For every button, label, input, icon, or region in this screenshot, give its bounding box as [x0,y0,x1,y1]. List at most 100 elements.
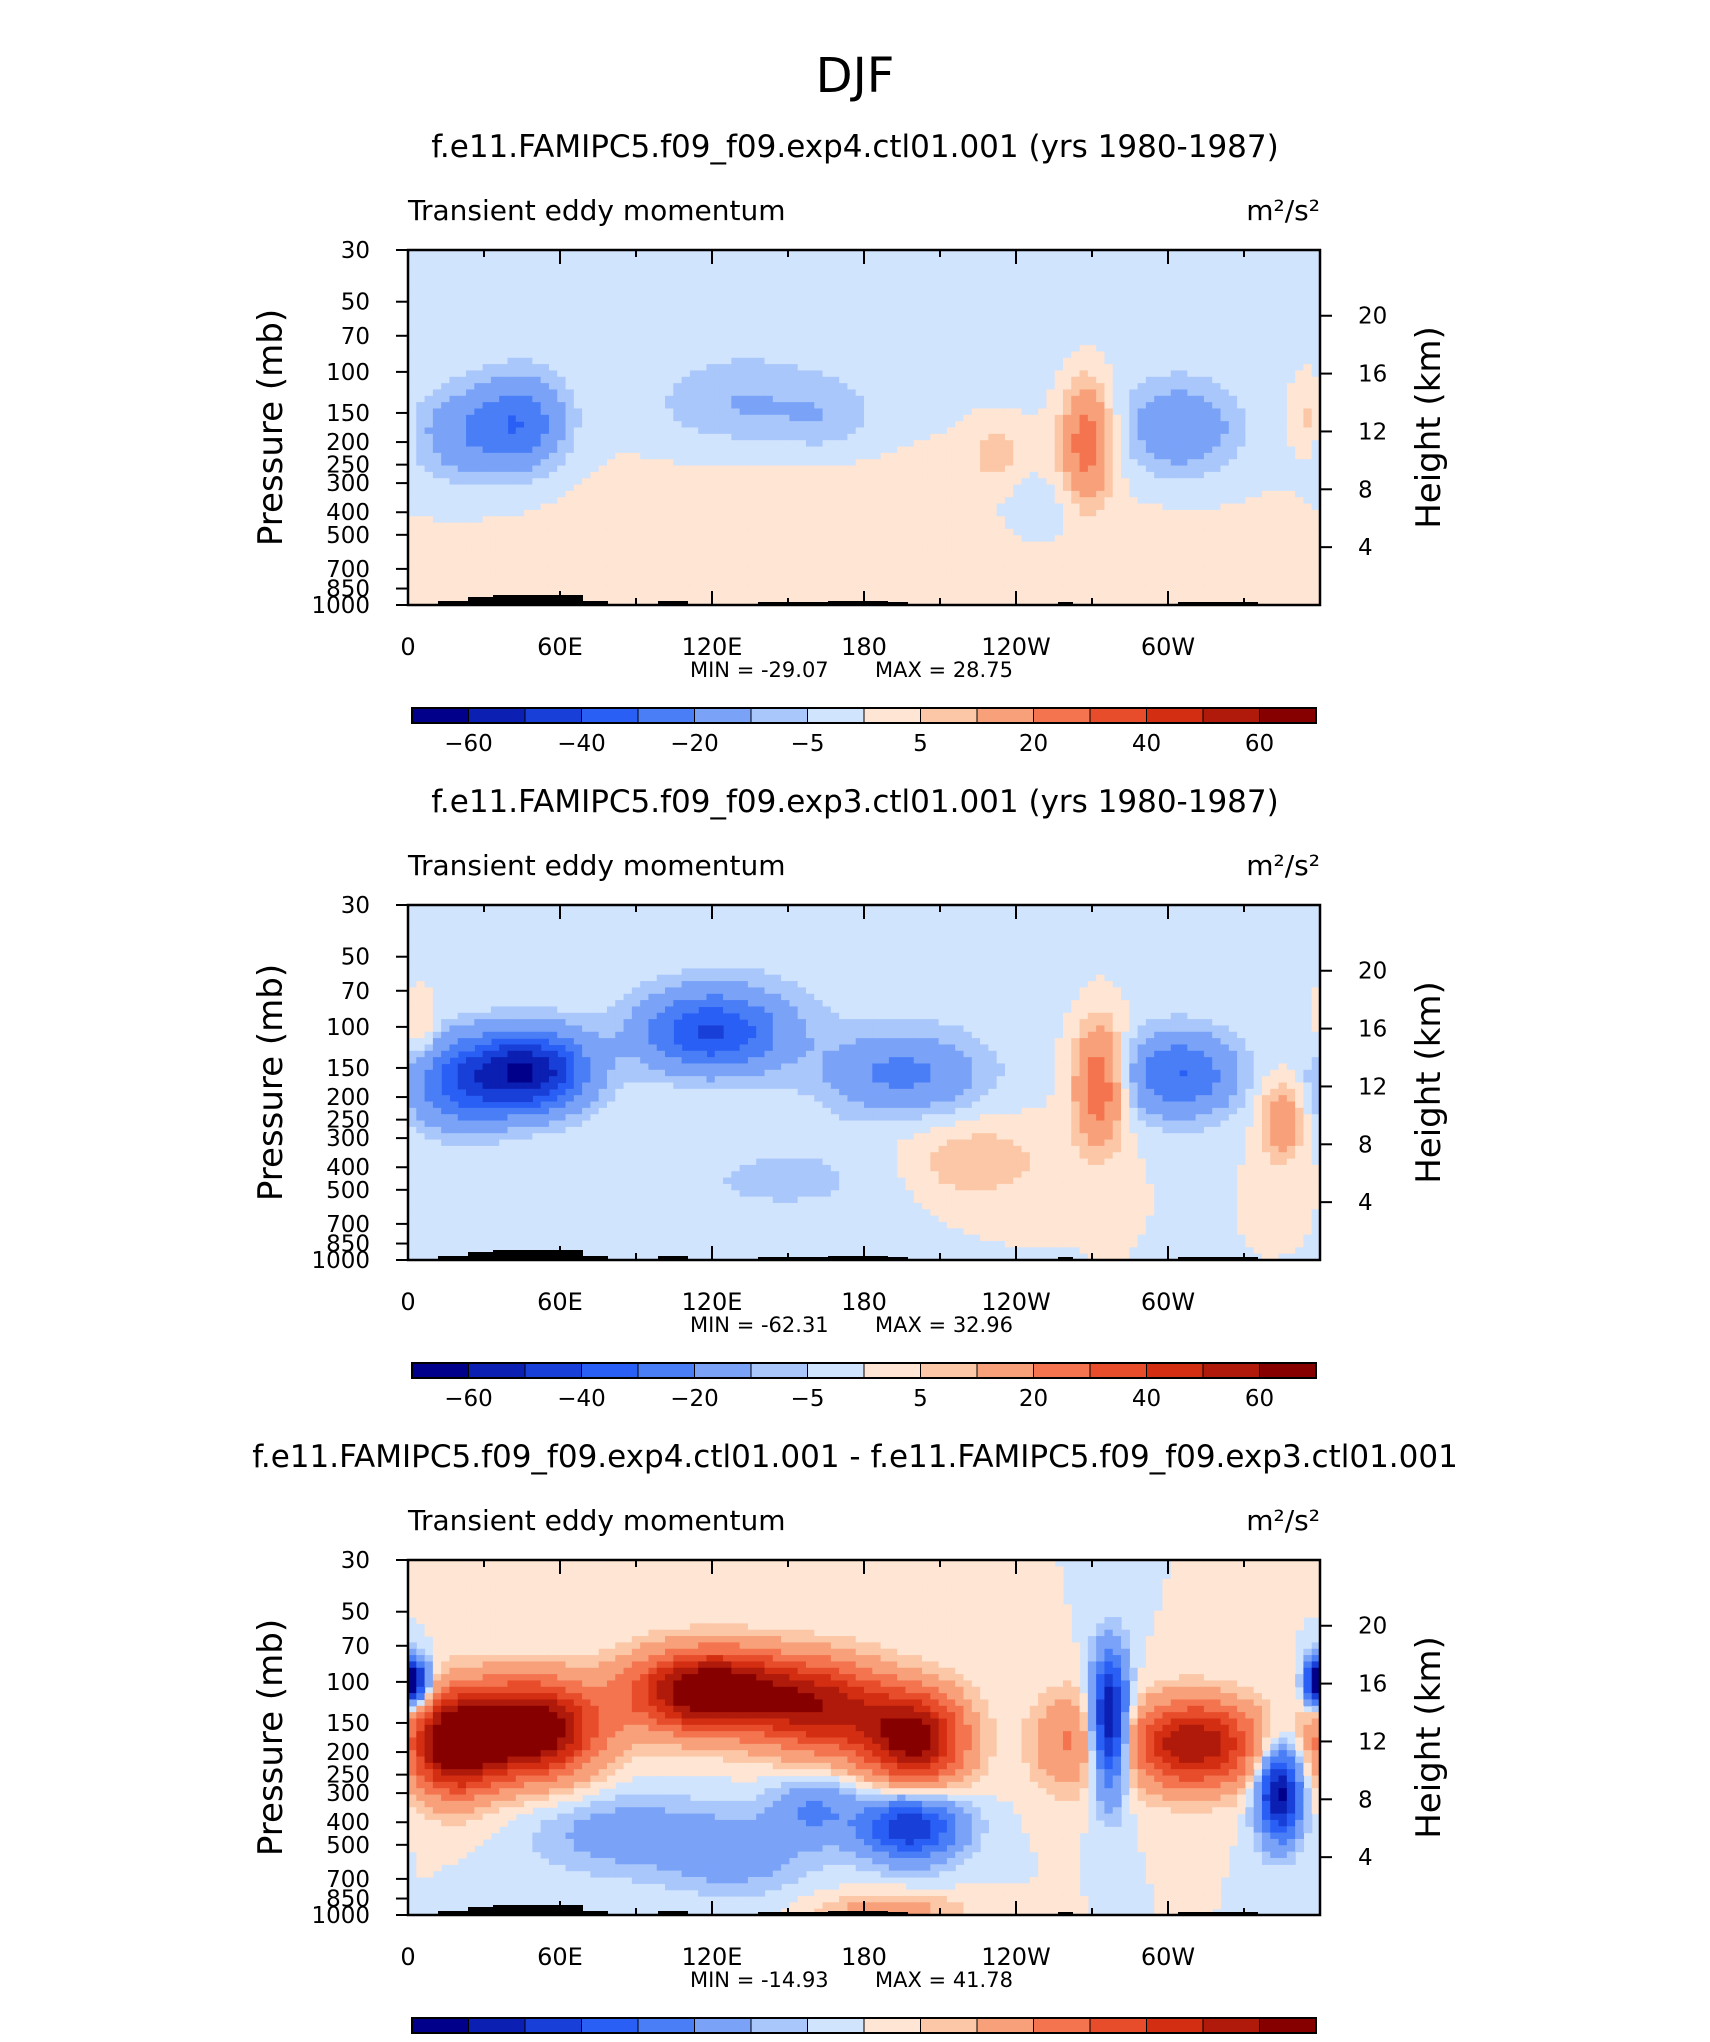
heatmap-cell [507,332,516,339]
heatmap-cell [789,282,798,289]
heatmap-cell [773,275,782,282]
heatmap-cell [1196,396,1205,403]
heatmap-cell [541,510,550,517]
heatmap-cell [1287,402,1296,409]
heatmap-cell [740,504,749,511]
heatmap-cell [1146,351,1155,358]
heatmap-cell [1022,497,1031,504]
heatmap-cell [574,301,583,308]
heatmap-cell [1254,466,1263,473]
heatmap-cell [856,358,865,365]
heatmap-cell [706,383,715,390]
heatmap-cell [632,307,641,314]
heatmap-cell [955,332,964,339]
heatmap-cell [831,326,840,333]
heatmap-cell [1104,339,1113,346]
heatmap-cell [408,320,417,327]
heatmap-cell [408,421,417,428]
heatmap-cell [1088,288,1097,295]
heatmap-cell [1303,332,1312,339]
heatmap-cell [1254,358,1263,365]
heatmap-cell [1303,447,1312,454]
heatmap-cell [1013,313,1022,320]
heatmap-cell [798,415,807,422]
heatmap-cell [789,307,798,314]
heatmap-cell [988,294,997,301]
heatmap-cell [972,294,981,301]
heatmap-cell [839,282,848,289]
heatmap-cell [1096,263,1105,270]
heatmap-cell [499,256,508,263]
heatmap-cell [756,339,765,346]
heatmap-cell [1071,377,1080,384]
heatmap-cell [789,263,798,270]
heatmap-cell [1245,396,1254,403]
heatmap-cell [458,345,467,352]
heatmap-cell [1229,389,1238,396]
heatmap-cell [599,485,608,492]
heatmap-cell [1196,282,1205,289]
heatmap-cell [756,383,765,390]
heatmap-cell [433,466,442,473]
heatmap-cell [889,307,898,314]
heatmap-cell [1113,421,1122,428]
heatmap-cell [1245,485,1254,492]
heatmap-cell [1171,370,1180,377]
heatmap-cell [881,320,890,327]
heatmap-cell [524,358,533,365]
heatmap-cell [566,428,575,435]
heatmap-cell [847,497,856,504]
heatmap-cell [607,332,616,339]
heatmap-cell [1121,326,1130,333]
heatmap-cell [814,301,823,308]
heatmap-cell [715,263,724,270]
heatmap-cell [839,301,848,308]
heatmap-cell [673,529,682,536]
heatmap-cell [740,377,749,384]
heatmap-cell [798,275,807,282]
heatmap-cell [657,313,666,320]
heatmap-cell [698,523,707,530]
heatmap-cell [1212,364,1221,371]
heatmap-cell [1113,313,1122,320]
heatmap-cell [458,313,467,320]
heatmap-cell [673,326,682,333]
heatmap-cell [615,345,624,352]
heatmap-cell [1005,256,1014,263]
heatmap-cell [657,339,666,346]
heatmap-cell [690,402,699,409]
heatmap-cell [607,339,616,346]
heatmap-cell [1154,339,1163,346]
heatmap-cell [1245,301,1254,308]
heatmap-cell [1171,275,1180,282]
heatmap-cell [499,301,508,308]
heatmap-cell [806,529,815,536]
heatmap-cell [1088,421,1097,428]
heatmap-cell [582,434,591,441]
heatmap-cell [881,478,890,485]
heatmap-cell [466,345,475,352]
heatmap-cell [997,421,1006,428]
heatmap-cell [988,345,997,352]
heatmap-cell [582,491,591,498]
heatmap-cell [947,326,956,333]
heatmap-cell [433,294,442,301]
heatmap-cell [715,466,724,473]
heatmap-cell [914,269,923,276]
heatmap-cell [831,440,840,447]
heatmap-cell [1295,383,1304,390]
heatmap-cell [963,263,972,270]
heatmap-cell [980,339,989,346]
heatmap-cell [856,510,865,517]
heatmap-cell [648,510,657,517]
heatmap-cell [922,529,931,536]
heatmap-cell [682,288,691,295]
heatmap-cell [839,275,848,282]
heatmap-cell [980,383,989,390]
heatmap-cell [466,389,475,396]
heatmap-cell [483,535,492,542]
heatmap-cell [1287,364,1296,371]
heatmap-cell [1245,491,1254,498]
heatmap-cell [632,301,641,308]
heatmap-cell [1013,389,1022,396]
